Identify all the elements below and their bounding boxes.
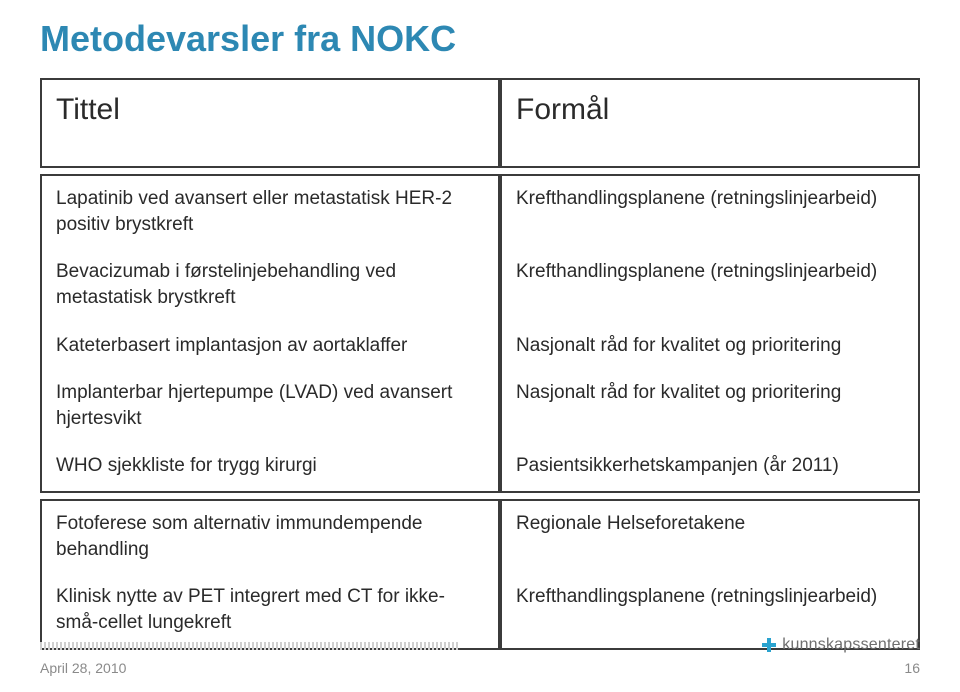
table-row: Kateterbasert implantasjon av aortaklaff… [40,323,920,371]
cell-formal: Pasientsikkerhetskampanjen (år 2011) [500,443,920,493]
footer-date: April 28, 2010 [40,660,126,676]
cell-tittel: Kateterbasert implantasjon av aortaklaff… [40,323,500,371]
page-title: Metodevarsler fra NOKC [40,18,920,60]
footer-ticks [40,642,460,650]
cell-tittel: Fotoferese som alternativ immundempende … [40,499,500,574]
table-row: Implanterbar hjertepumpe (LVAD) ved avan… [40,370,920,443]
table-row: Lapatinib ved avansert eller metastatisk… [40,174,920,249]
table-header-row: TittelFormål [40,78,920,168]
cell-tittel: WHO sjekkliste for trygg kirurgi [40,443,500,493]
footer: kunnskapssenteret April 28, 2010 16 [40,650,920,676]
logo-mark-icon [762,638,776,652]
cell-tittel: Implanterbar hjertepumpe (LVAD) ved avan… [40,370,500,443]
cell-formal: Regionale Helseforetakene [500,499,920,574]
cell-formal: Krefthandlingsplanene (retningslinjearbe… [500,249,920,322]
cell-tittel: Bevacizumab i førstelinjebehandling ved … [40,249,500,322]
cell-formal: Nasjonalt råd for kvalitet og prioriteri… [500,323,920,371]
cell-tittel: Lapatinib ved avansert eller metastatisk… [40,174,500,249]
table-row: Bevacizumab i førstelinjebehandling ved … [40,249,920,322]
cell-tittel: Klinisk nytte av PET integrert med CT fo… [40,574,500,649]
table-row: WHO sjekkliste for trygg kirurgiPasients… [40,443,920,493]
metodevarsler-table: TittelFormålLapatinib ved avansert eller… [40,78,920,650]
table-row: Fotoferese som alternativ immundempende … [40,499,920,574]
cell-formal: Krefthandlingsplanene (retningslinjearbe… [500,174,920,249]
cell-formal: Nasjonalt råd for kvalitet og prioriteri… [500,370,920,443]
col-header-tittel: Tittel [40,78,500,168]
footer-page-number: 16 [904,660,920,676]
logo-text: kunnskapssenteret [782,636,920,654]
col-header-formal: Formål [500,78,920,168]
logo: kunnskapssenteret [762,636,920,654]
